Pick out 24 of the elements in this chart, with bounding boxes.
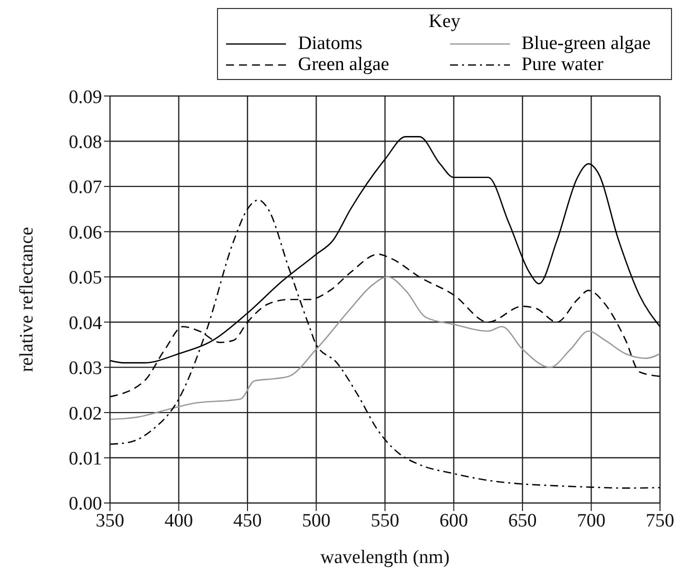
x-tick-label: 650	[508, 510, 537, 532]
x-axis-title: wavelength (nm)	[320, 547, 450, 568]
legend-title: Key	[428, 11, 462, 33]
legend-label: Pure water	[522, 54, 604, 75]
y-tick-label: 0.09	[68, 86, 102, 108]
x-tick-label: 450	[233, 510, 262, 532]
x-tick-label: 600	[440, 510, 468, 532]
legend-label: Green algae	[298, 54, 390, 75]
y-tick-label: 0.06	[68, 222, 102, 244]
legend-label: Diatoms	[298, 33, 362, 54]
x-tick-label: 400	[164, 510, 193, 532]
legend-label: Blue-green algae	[522, 33, 651, 54]
x-tick-label: 500	[302, 510, 330, 532]
x-tick-label: 750	[646, 510, 674, 532]
y-axis-title: relative reflectance	[16, 226, 38, 372]
y-tick-label: 0.05	[68, 268, 102, 289]
y-tick-label: 0.03	[68, 358, 102, 380]
y-tick-label: 0.01	[68, 448, 102, 470]
y-tick-label: 0.07	[68, 177, 102, 198]
x-tick-label: 550	[370, 510, 400, 532]
y-tick-label: 0.02	[68, 403, 102, 424]
y-tick-label: 0.04	[68, 312, 102, 334]
x-tick-label: 700	[577, 510, 606, 532]
y-tick-label: 0.08	[68, 132, 102, 153]
